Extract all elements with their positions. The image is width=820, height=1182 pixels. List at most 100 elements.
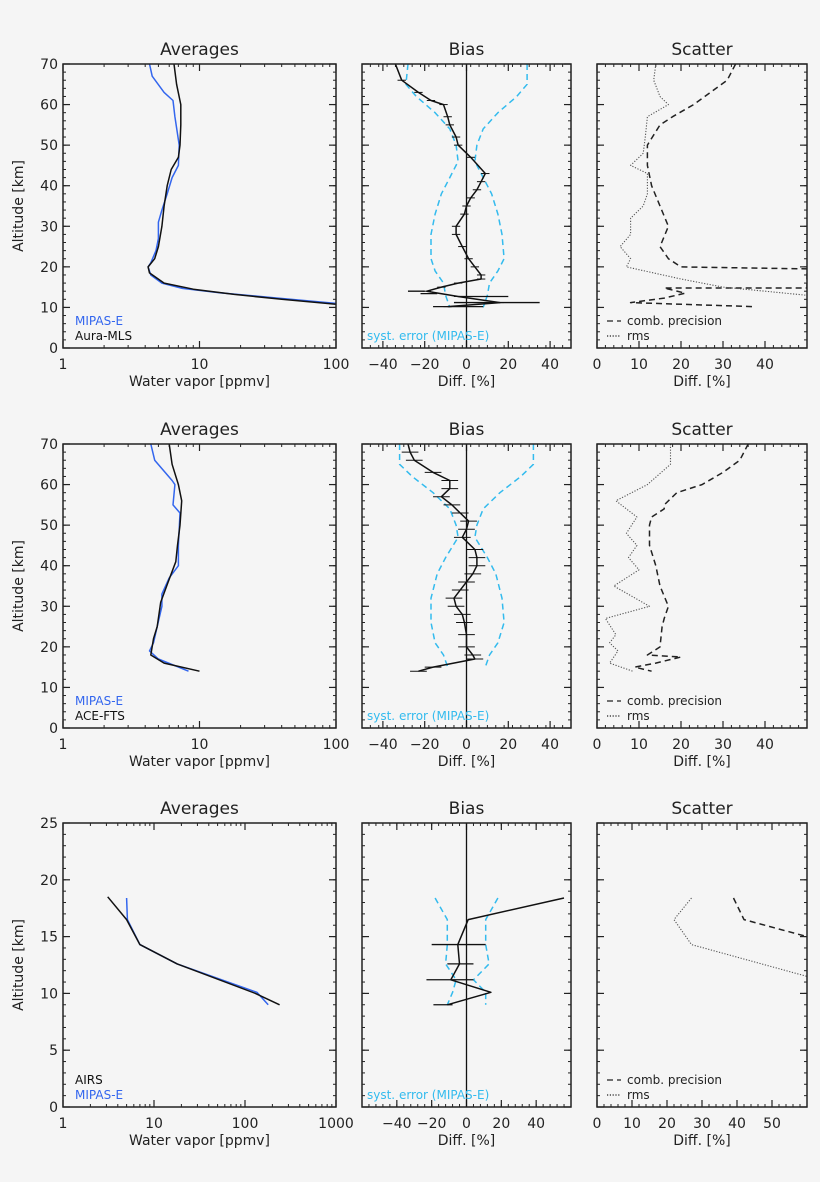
- x-tick-label: 10: [191, 357, 209, 373]
- series-group: [147, 64, 336, 305]
- series-group: [398, 444, 535, 672]
- legend-label: ACE-FTS: [75, 709, 125, 723]
- x-tick-label: 1: [59, 737, 68, 753]
- panel-title: Bias: [449, 420, 485, 440]
- x-tick-label: −40: [368, 357, 398, 373]
- panel-averages-row-2: Averages Water vapor [ppmv] Altitude [km] 1…: [11, 420, 349, 770]
- y-tick-label: 15: [40, 930, 58, 946]
- panel-title: Averages: [160, 40, 239, 60]
- y-tick-label: 5: [49, 1043, 58, 1059]
- legend-label: comb. precision: [627, 314, 722, 328]
- x-tick-label: 30: [714, 737, 732, 753]
- y-tick-label: 10: [40, 680, 58, 696]
- legend-label: syst. error (MIPAS-E): [367, 709, 489, 723]
- x-tick-label: 0: [462, 357, 471, 373]
- series-group: [391, 64, 540, 308]
- panel-title: Scatter: [671, 420, 732, 440]
- series-line-syst-error-mipas-e: [398, 444, 459, 668]
- x-axis-label: Diff. [%]: [438, 754, 495, 770]
- series-line-comb-precision: [634, 444, 749, 672]
- panel-bias-row-2: Bias Diff. [%] −40 −20 0 20 40 syst. error (MIP…: [361, 420, 572, 770]
- x-tick-label: −20: [410, 737, 440, 753]
- y-tick-label: 70: [40, 437, 58, 453]
- y-tick-label: 70: [40, 57, 58, 73]
- y-tick-label: 20: [40, 873, 58, 889]
- x-tick-label: 10: [630, 737, 648, 753]
- x-tick-label: 40: [728, 1116, 746, 1132]
- legend-label: AIRS: [75, 1073, 103, 1087]
- x-tick-label: 10: [145, 1116, 163, 1132]
- x-tick-label: 30: [714, 357, 732, 373]
- y-tick-label: 20: [40, 640, 58, 656]
- y-tick-label: 10: [40, 986, 58, 1002]
- x-tick-label: 50: [763, 1116, 781, 1132]
- panel-title: Bias: [449, 799, 485, 819]
- plot-frame: [596, 822, 808, 1108]
- x-axis-label: Water vapor [ppmv]: [129, 1133, 270, 1149]
- x-tick-label: −40: [382, 1116, 412, 1132]
- series-line-rms: [604, 444, 672, 672]
- y-tick-label: 60: [40, 478, 58, 494]
- plot-frame: [596, 443, 808, 729]
- x-tick-label: 10: [191, 737, 209, 753]
- legend-label: rms: [627, 329, 650, 343]
- x-axis-label: Water vapor [ppmv]: [129, 754, 270, 770]
- legend-label: rms: [627, 1088, 650, 1102]
- x-tick-label: 0: [593, 1116, 602, 1132]
- series-line-rms: [619, 64, 807, 296]
- plot-frame: [62, 443, 337, 729]
- series-line-ace-fts: [150, 444, 200, 672]
- x-tick-label: 20: [658, 1116, 676, 1132]
- x-tick-label: 0: [593, 737, 602, 753]
- series-line-mipas-e: [147, 64, 336, 305]
- legend-label: MIPAS-E: [75, 694, 123, 708]
- x-axis-label: Diff. [%]: [438, 1133, 495, 1149]
- x-tick-label: 40: [541, 357, 559, 373]
- y-tick-label: 40: [40, 179, 58, 195]
- series-line-airs: [107, 896, 280, 1006]
- series-group: [148, 444, 200, 672]
- panel-title: Averages: [160, 420, 239, 440]
- x-tick-label: 1000: [318, 1116, 354, 1132]
- x-tick-label: 0: [462, 1116, 471, 1132]
- plot-frame: [361, 822, 572, 1108]
- x-tick-label: 20: [672, 357, 690, 373]
- y-tick-label: 20: [40, 260, 58, 276]
- series-group: [673, 897, 807, 977]
- series-line-comb-precision: [629, 64, 807, 308]
- x-tick-label: 100: [323, 737, 350, 753]
- x-axis-label: Diff. [%]: [673, 374, 730, 390]
- x-tick-label: −40: [368, 737, 398, 753]
- series-line-comb-precision: [732, 897, 807, 938]
- plot-frame: [62, 822, 337, 1108]
- series-line-syst-error-mipas-e: [474, 444, 535, 668]
- series-group: [107, 896, 280, 1006]
- series-line-bias: [407, 444, 478, 672]
- x-axis-label: Diff. [%]: [438, 374, 495, 390]
- x-tick-label: 20: [492, 1116, 510, 1132]
- y-tick-label: 40: [40, 559, 58, 575]
- legend-label: MIPAS-E: [75, 1088, 123, 1102]
- y-tick-label: 60: [40, 98, 58, 114]
- panel-scatter-row-2: Scatter Diff. [%] 0 10 20 30 40 comb. precision…: [593, 420, 808, 770]
- panel-averages-row-3: Averages Water vapor [ppmv] Altitude [km] 1…: [11, 799, 354, 1149]
- legend-label: rms: [627, 709, 650, 723]
- x-tick-label: −20: [417, 1116, 447, 1132]
- x-axis-label: Water vapor [ppmv]: [129, 374, 270, 390]
- panel-bias-row-3: Bias Diff. [%] −40 −20 0 20 40 syst. error (MIP…: [361, 799, 572, 1149]
- panel-title: Scatter: [671, 799, 732, 819]
- x-tick-label: 40: [527, 1116, 545, 1132]
- x-tick-label: 20: [499, 357, 517, 373]
- x-tick-label: 100: [232, 1116, 259, 1132]
- panel-title: Scatter: [671, 40, 732, 60]
- y-tick-label: 0: [49, 341, 58, 357]
- y-axis-label: Altitude [km]: [11, 540, 27, 632]
- x-tick-label: 10: [623, 1116, 641, 1132]
- legend-label: syst. error (MIPAS-E): [367, 329, 489, 343]
- y-tick-label: 30: [40, 599, 58, 615]
- x-axis-label: Diff. [%]: [673, 754, 730, 770]
- x-tick-label: 40: [756, 357, 774, 373]
- series-group: [619, 64, 807, 308]
- x-tick-label: 40: [756, 737, 774, 753]
